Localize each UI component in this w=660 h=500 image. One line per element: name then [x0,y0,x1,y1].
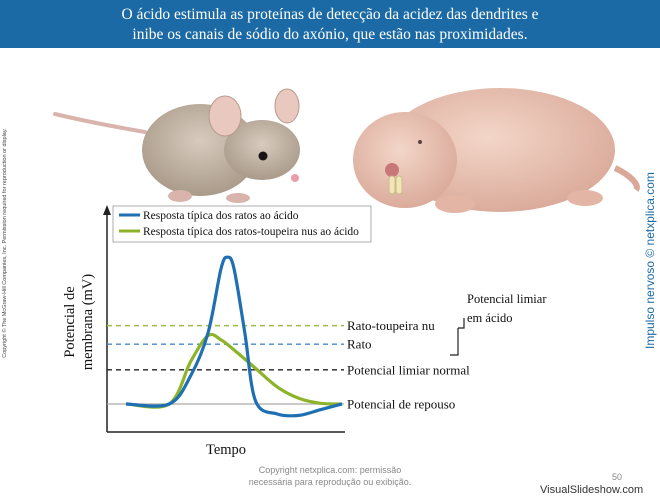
threshold-label-0: Rato-toupeira nu [347,318,435,333]
series-line-rat [125,255,343,418]
legend-box [112,205,372,243]
threshold-label-2: Potencial limiar normal [347,362,470,377]
footer-line-1: Copyright netxplica.com: permissão [258,465,402,475]
y-axis-arrow [103,205,111,215]
series-line-mole-rat [125,332,343,409]
threshold-label-1: Rato [347,337,372,352]
y-axis-label-line-1: Potencial de [62,286,78,357]
legend-label-rat: Resposta típica dos ratos ao ácido [143,210,299,222]
footer-copyright: Copyright netxplica.com: permissão neces… [200,464,460,488]
header-line-2: inibe os canais de sódio do axónio, que … [132,26,528,43]
threshold-bracket [450,318,465,356]
chart: Rato-toupeira nu Rato Potencial limiar nor… [62,205,547,458]
watermark: VisualSlideshow.com [540,484,644,496]
mouse-illustration [53,88,300,203]
naked-mole-rat-illustration [353,88,640,213]
y-axis-label-line-2: membrana (mV) [80,274,96,370]
header-banner: O ácido estimula as proteínas de detecçã… [0,0,660,48]
bracket-label-line-2: em ácido [467,311,512,325]
threshold-label-3: Potencial de repouso [347,397,455,412]
legend-label-mole-rat: Resposta típica dos ratos-toupeira nus a… [143,226,359,238]
page-number: 50 [612,472,623,482]
x-axis-label: Tempo [206,442,246,458]
bracket-label-line-1: Potencial limiar [467,292,547,306]
header-line-1: O ácido estimula as proteínas de detecçã… [121,6,539,23]
footer-line-2: necessária para reprodução ou exibição. [248,477,412,487]
